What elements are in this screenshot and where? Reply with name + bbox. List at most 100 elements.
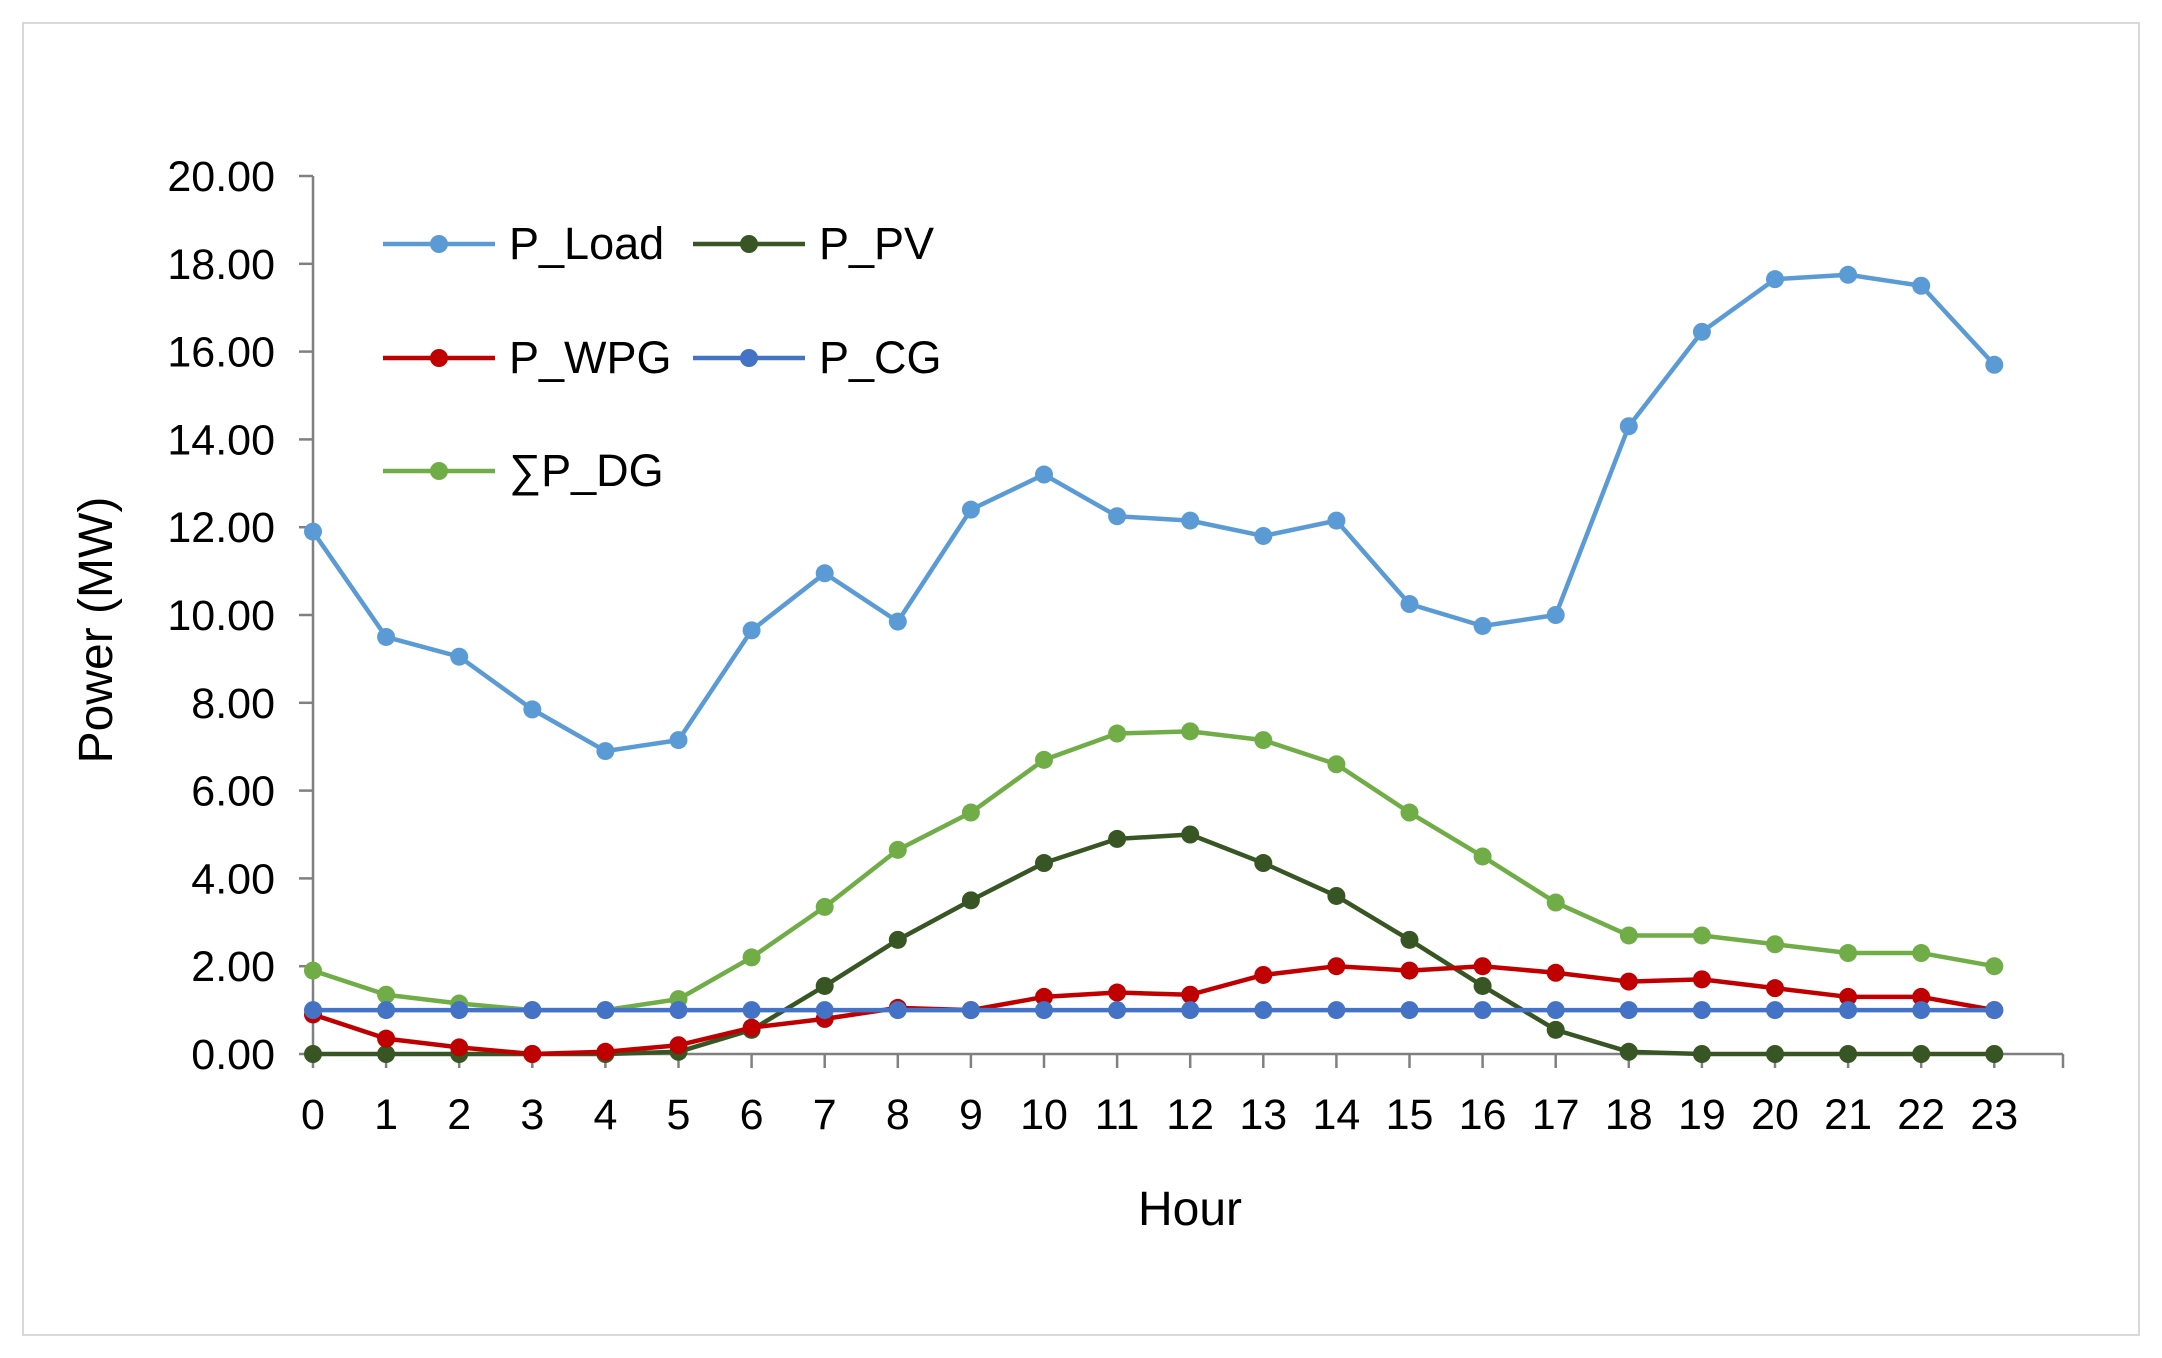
data-point-p-pv <box>1400 930 1419 949</box>
series-p-load <box>304 265 2004 761</box>
data-point-p-load <box>1327 511 1346 530</box>
data-point-p-load <box>888 612 907 631</box>
x-tick-label: 19 <box>1678 1091 1726 1139</box>
data-point-p-pv <box>888 930 907 949</box>
data-point-p-load <box>1619 417 1638 436</box>
x-tick-label: 5 <box>667 1091 691 1139</box>
data-point-p-load <box>815 564 834 583</box>
data-point-p-load <box>961 500 980 519</box>
data-point-p-pv <box>961 891 980 910</box>
data-point-p-load <box>1400 595 1419 614</box>
x-tick-label: 18 <box>1605 1091 1653 1139</box>
data-point-p-cg <box>888 1001 907 1020</box>
series-line-p-wpg <box>312 963 1995 1057</box>
data-point-p-dg <box>1327 755 1346 774</box>
data-point-p-load <box>1985 355 2004 374</box>
data-point-p-load <box>1108 507 1127 526</box>
data-point-p-dg <box>1692 926 1711 945</box>
x-tick-label: 1 <box>374 1091 398 1139</box>
data-point-p-wpg <box>1839 987 1858 1006</box>
data-point-p-cg <box>1400 1001 1419 1020</box>
legend-label: P_PV <box>819 218 934 269</box>
x-tick-label: 15 <box>1386 1091 1434 1139</box>
data-point-p-dg <box>1619 926 1638 945</box>
data-point-p-cg <box>1912 1001 1931 1020</box>
y-tick-label: 20.00 <box>167 153 275 201</box>
data-point-p-dg <box>888 840 907 859</box>
data-point-p-pv <box>1912 1045 1931 1063</box>
x-tick-label: 10 <box>1020 1091 1068 1139</box>
x-tick-label: 14 <box>1312 1091 1360 1139</box>
data-point-p-pv <box>1108 829 1127 848</box>
data-point-p-cg <box>596 1001 615 1020</box>
legend-item-p-load: P_Load <box>383 218 664 269</box>
data-point-p-cg <box>815 1001 834 1020</box>
data-point-p-load <box>523 700 542 719</box>
data-point-p-wpg <box>669 1036 688 1055</box>
data-point-p-dg <box>1254 731 1273 750</box>
data-point-p-pv <box>1546 1020 1565 1039</box>
data-point-p-pv <box>1985 1045 2004 1063</box>
data-point-p-load <box>1035 465 1053 484</box>
legend: P_Load P_PV P_WPG P_CG ∑P_DG <box>383 218 942 496</box>
data-point-p-wpg <box>1473 957 1492 976</box>
data-point-p-pv <box>377 1045 396 1063</box>
y-tick-label: 16.00 <box>167 329 275 377</box>
data-point-p-cg <box>742 1001 761 1020</box>
data-point-p-wpg <box>450 1038 469 1057</box>
y-tick-label: 4.00 <box>191 855 275 903</box>
data-point-p-pv <box>1327 886 1346 905</box>
legend-label: P_WPG <box>509 332 672 383</box>
y-tick-label: 2.00 <box>191 943 275 991</box>
x-tick-label: 20 <box>1751 1091 1799 1139</box>
data-point-p-cg <box>669 1001 688 1020</box>
series-p-dg <box>304 722 2004 1020</box>
data-point-p-wpg <box>596 1042 615 1061</box>
data-point-p-pv <box>1766 1045 1784 1063</box>
x-axis-title: Hour <box>1138 1183 1242 1236</box>
data-point-p-cg <box>1692 1001 1711 1020</box>
y-tick-label: 12.00 <box>167 504 275 552</box>
data-point-p-dg <box>815 897 834 916</box>
axes <box>311 176 2063 1056</box>
legend-swatch-marker <box>740 235 758 253</box>
data-point-p-load <box>1473 616 1492 635</box>
data-point-p-pv <box>304 1045 322 1063</box>
data-point-p-wpg <box>1400 961 1419 980</box>
data-point-p-load <box>1254 526 1273 545</box>
data-point-p-cg <box>1254 1001 1273 1020</box>
series-p-pv <box>304 825 2004 1063</box>
data-point-p-load <box>1546 606 1565 624</box>
data-point-p-wpg <box>1766 979 1784 998</box>
legend-swatch-marker <box>740 349 758 367</box>
data-point-p-load <box>669 731 688 750</box>
data-point-p-load <box>1912 276 1931 295</box>
data-point-p-pv <box>815 976 834 995</box>
data-point-p-dg <box>1766 935 1784 954</box>
legend-label: P_CG <box>819 332 942 383</box>
data-point-p-cg <box>1766 1001 1784 1020</box>
data-point-p-dg <box>1985 957 2004 976</box>
x-tick-label: 3 <box>520 1091 544 1139</box>
data-point-p-cg <box>304 1001 322 1020</box>
data-point-p-cg <box>961 1001 980 1020</box>
series-line-p-pv <box>313 832 1995 1057</box>
data-point-p-wpg <box>1035 987 1053 1006</box>
x-tick-label: 23 <box>1970 1091 2018 1139</box>
data-point-p-wpg <box>1692 970 1711 989</box>
x-tick-label: 8 <box>886 1091 910 1139</box>
legend-item-p-pv: P_PV <box>693 218 934 269</box>
x-tick-label: 22 <box>1897 1091 1945 1139</box>
data-point-p-pv <box>1839 1045 1858 1063</box>
data-point-p-cg <box>1035 1001 1053 1020</box>
data-point-p-pv <box>1692 1045 1711 1063</box>
x-tick-label: 2 <box>447 1091 471 1139</box>
data-point-p-wpg <box>1108 983 1127 1002</box>
data-point-p-load <box>377 627 396 646</box>
data-point-p-wpg <box>1912 987 1931 1006</box>
y-tick-label: 14.00 <box>167 416 275 464</box>
data-point-p-dg <box>1546 893 1565 912</box>
data-point-p-wpg <box>1619 972 1638 991</box>
data-point-p-pv <box>1473 976 1492 995</box>
